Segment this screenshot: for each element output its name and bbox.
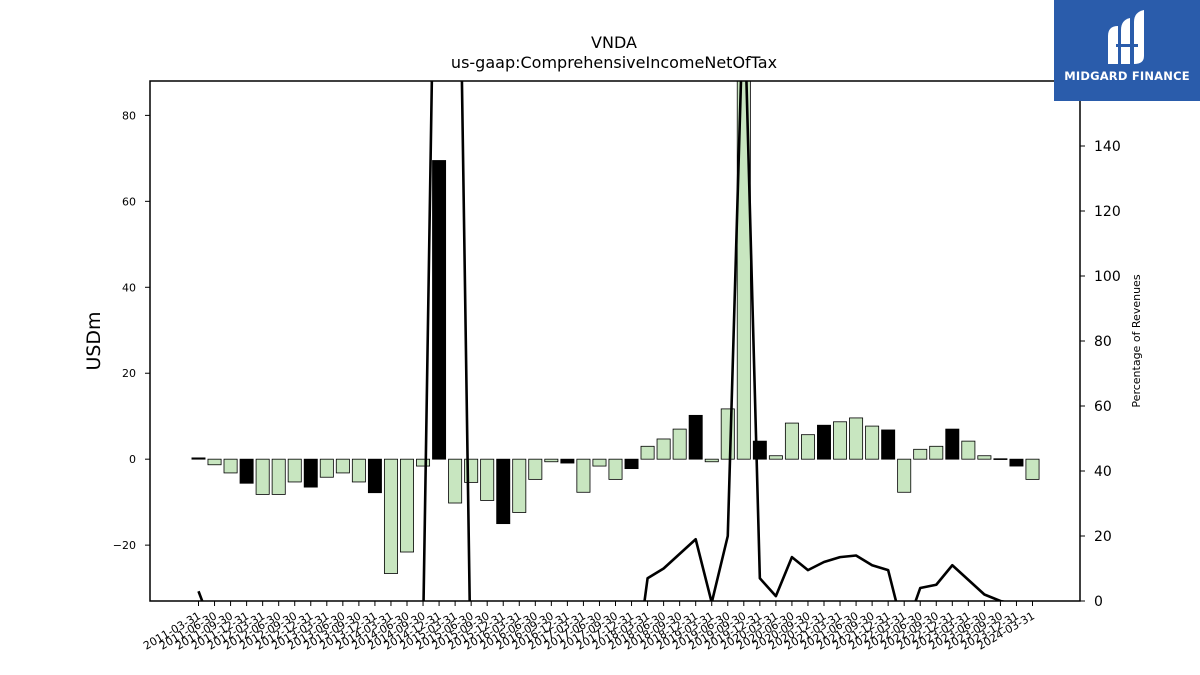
bar (303, 458, 318, 488)
bar (688, 414, 703, 460)
bar (319, 458, 334, 478)
y-left-tick-label: 60 (122, 195, 136, 208)
bar (271, 458, 286, 495)
brand-name: MIDGARD FINANCE (1064, 69, 1190, 83)
y-axis-left-label: USDm (83, 311, 105, 370)
bar (191, 457, 206, 460)
bar (865, 425, 880, 460)
bar (608, 458, 623, 480)
bar (223, 458, 238, 474)
y-axis-right-label: Percentage of Revenues (1130, 274, 1143, 407)
y-right-tick-label: 140 (1094, 139, 1121, 155)
bar (961, 440, 976, 460)
bar (367, 458, 382, 494)
bar (929, 445, 944, 460)
bar (416, 458, 431, 467)
bar (881, 429, 896, 460)
chart-subtitle: us-gaap:ComprehensiveIncomeNetOfTax (451, 53, 777, 72)
bar (817, 424, 831, 460)
plot-frame (149, 80, 1081, 602)
y-right-tick-label: 0 (1094, 594, 1103, 610)
bar (993, 458, 1008, 460)
chart-title: VNDA (591, 33, 637, 52)
bar (496, 458, 511, 525)
bar (784, 422, 799, 460)
y-left-tick-label: 40 (122, 281, 136, 294)
bar (592, 458, 607, 467)
bar (383, 458, 398, 574)
bar (1009, 458, 1024, 467)
bar (287, 458, 302, 483)
bar (576, 458, 591, 493)
bar (512, 458, 527, 513)
bar (656, 438, 671, 460)
bar (768, 455, 783, 460)
bar (560, 458, 575, 464)
bar (624, 458, 639, 470)
y-right-tick-label: 100 (1094, 269, 1121, 285)
y-left-tick-label: 80 (122, 109, 136, 122)
brand-logo: MIDGARD FINANCE (1054, 0, 1200, 101)
bar (255, 458, 270, 495)
y-axis-right: 0 20 40 60 80 100 120 140 (1080, 139, 1121, 610)
bar (1025, 458, 1040, 480)
bar (849, 417, 864, 460)
bar (945, 428, 960, 460)
bar-series (191, 81, 1040, 574)
line-series (197, 81, 1007, 601)
y-right-tick-label: 60 (1094, 399, 1112, 415)
y-right-tick-label: 40 (1094, 464, 1112, 480)
bar (528, 458, 543, 480)
bar (432, 160, 447, 460)
bar (977, 455, 992, 460)
bar (207, 458, 222, 466)
y-axis-left: −20 0 20 40 60 80 (113, 109, 150, 552)
bar (672, 428, 687, 460)
bar (897, 458, 912, 493)
bar (239, 458, 254, 484)
bar (351, 458, 366, 483)
y-right-tick-label: 80 (1094, 334, 1112, 350)
bar (833, 421, 848, 460)
bar (640, 445, 655, 460)
x-axis: 2011-03-312011-06-302011-09-302011-12-31… (141, 601, 1037, 653)
bar (800, 434, 815, 460)
bar (704, 458, 719, 463)
midgard-logo-icon (1108, 10, 1144, 64)
bar (448, 458, 463, 504)
bar (913, 448, 928, 460)
bar (480, 458, 495, 501)
bar (335, 458, 350, 474)
y-right-tick-label: 20 (1094, 529, 1112, 545)
bar (544, 458, 559, 463)
y-left-tick-label: −20 (113, 539, 136, 552)
y-left-tick-label: 20 (122, 367, 136, 380)
bar (400, 458, 414, 553)
y-left-tick-label: 0 (129, 453, 136, 466)
y-right-tick-label: 120 (1094, 204, 1121, 220)
percentage-line (197, 81, 1007, 601)
